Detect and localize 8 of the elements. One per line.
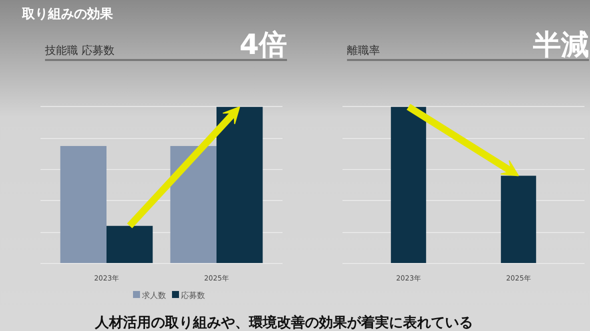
legend-label: 応募数 (181, 291, 205, 300)
text: 取り組みの効果 (22, 6, 113, 24)
text: 半減 (533, 28, 589, 61)
legend-label: 求人数 (142, 291, 166, 300)
text: 4倍 (240, 28, 287, 61)
chart-title: 離職率 (347, 43, 380, 59)
chart-title: 技能職 応募数 (45, 43, 114, 59)
text: 人材活用の取り組みや、環境改善の効果が着実に表れている (95, 314, 473, 331)
